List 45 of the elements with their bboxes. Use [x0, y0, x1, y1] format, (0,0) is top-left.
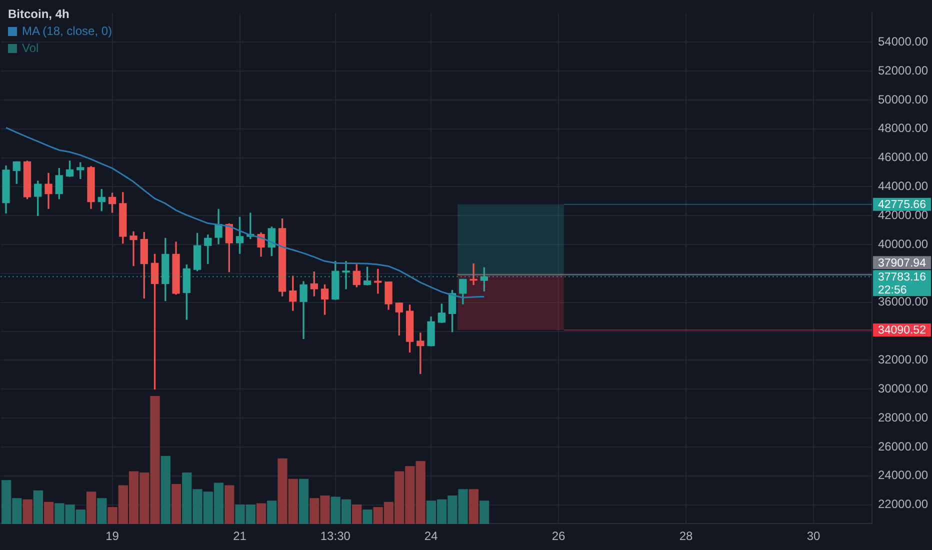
y-tick-label: 48000.00	[878, 121, 928, 136]
text: 22:56	[878, 284, 907, 296]
y-tick-label: 46000.00	[878, 150, 928, 164]
bar	[171, 484, 181, 524]
y-tick-label: 22000.00	[878, 497, 928, 512]
y-tick-label: 28000.00	[878, 410, 928, 424]
y-tick-label: 32000.00	[878, 352, 928, 367]
candlestick	[470, 263, 478, 286]
x-tick-label: 30	[806, 529, 821, 544]
y-tick-label: 36000.00	[878, 294, 928, 309]
bar	[22, 498, 32, 524]
ref-line-label: 37783.16	[878, 271, 926, 284]
y-tick-label: 54000.00	[878, 34, 928, 48]
bar	[160, 455, 170, 524]
bar	[96, 498, 106, 524]
bar	[298, 478, 308, 524]
y-tick-label: 24000.00	[878, 468, 928, 482]
x-tick-label: 21	[233, 529, 247, 544]
x-tick-label: 28	[679, 529, 694, 544]
x-tick-label: 26	[552, 529, 566, 544]
chart-title: Bitcoin, 4h	[8, 6, 70, 23]
bar	[266, 500, 276, 524]
legend-label: MA (18, close, 0)	[22, 24, 112, 38]
band-label: 34090.52	[878, 324, 926, 337]
y-tick-label: 40000.00	[878, 236, 928, 251]
bar	[33, 490, 43, 524]
x-tick-label: 24	[424, 529, 438, 544]
bar	[468, 488, 478, 524]
x-tick-label: 13:30	[320, 529, 351, 544]
y-tick-label: 52000.00	[878, 63, 928, 78]
y-tick-label: 26000.00	[878, 439, 928, 454]
bar	[44, 502, 54, 524]
bar	[352, 504, 362, 524]
ref-line-label: 37907.94	[878, 257, 927, 270]
candlestick	[130, 231, 138, 266]
y-tick-label: 30000.00	[878, 381, 928, 396]
legend-label: Vol	[22, 41, 39, 55]
y-tick-label: 50000.00	[878, 92, 928, 106]
bar	[224, 484, 234, 524]
y-tick-label: 44000.00	[878, 179, 928, 194]
bar	[362, 509, 372, 524]
x-tick-label: 19	[106, 529, 120, 544]
bar	[256, 502, 266, 524]
bar	[479, 500, 489, 524]
bar	[86, 491, 96, 524]
